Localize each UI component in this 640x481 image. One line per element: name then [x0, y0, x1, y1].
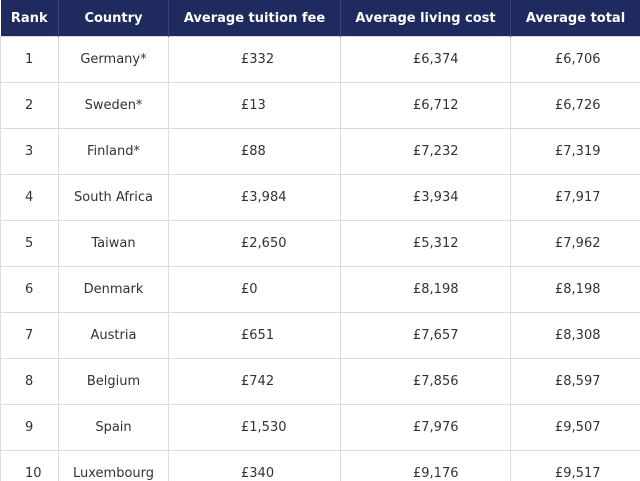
table-cell: 9	[0, 404, 59, 451]
table-cell: £8,198	[510, 266, 640, 313]
table-cell: £7,976	[340, 404, 511, 451]
header-row: Rank Country Average tuition fee Average li…	[0, 0, 640, 37]
table-cell: £6,726	[510, 82, 640, 129]
table-row: 7 Austria £651 £7,657 £8,308	[0, 312, 640, 359]
table-row: 5 Taiwan £2,650 £5,312 £7,962	[0, 220, 640, 267]
table-cell: 5	[0, 220, 59, 267]
table-cell: £340	[168, 450, 341, 481]
table-row: 1 Germany* £332 £6,374 £6,706	[0, 36, 640, 83]
table-cell: £742	[168, 358, 341, 405]
table-cell: £9,507	[510, 404, 640, 451]
table-cell: £7,232	[340, 128, 511, 175]
table-cell: £9,517	[510, 450, 640, 481]
table-cell: 7	[0, 312, 59, 359]
table-cell: 4	[0, 174, 59, 221]
table-cell: 6	[0, 266, 59, 313]
table-cell: £8,198	[340, 266, 511, 313]
table-cell: £6,706	[510, 36, 640, 83]
table-cell: £8,597	[510, 358, 640, 405]
table-cell: £7,917	[510, 174, 640, 221]
table-cell: £5,312	[340, 220, 511, 267]
table-cell: Belgium	[58, 358, 169, 405]
table-cell: 1	[0, 36, 59, 83]
table-cell: £0	[168, 266, 341, 313]
table-cell: Taiwan	[58, 220, 169, 267]
table-cell: South Africa	[58, 174, 169, 221]
table-row: 4 South Africa £3,984 £3,934 £7,917	[0, 174, 640, 221]
table-cell: £1,530	[168, 404, 341, 451]
table-row: 3 Finland* £88 £7,232 £7,319	[0, 128, 640, 175]
table-cell: 3	[0, 128, 59, 175]
table-cell: £6,712	[340, 82, 511, 129]
table-cell: Denmark	[58, 266, 169, 313]
table-row: 6 Denmark £0 £8,198 £8,198	[0, 266, 640, 313]
table-cell: £6,374	[340, 36, 511, 83]
table-row: 9 Spain £1,530 £7,976 £9,507	[0, 404, 640, 451]
table-cell: £2,650	[168, 220, 341, 267]
table-cell: Sweden*	[58, 82, 169, 129]
table-cell: Finland*	[58, 128, 169, 175]
table-cell: Spain	[58, 404, 169, 451]
table-cell: £88	[168, 128, 341, 175]
table-cell: £7,319	[510, 128, 640, 175]
table-row: 2 Sweden* £13 £6,712 £6,726	[0, 82, 640, 129]
table-body: 1 Germany* £332 £6,374 £6,706 2 Sweden* £13 £6,7…	[0, 36, 640, 481]
table-cell: Austria	[58, 312, 169, 359]
table-cell: £651	[168, 312, 341, 359]
table-cell: £9,176	[340, 450, 511, 481]
column-header: Country	[58, 0, 169, 37]
table-cell: £3,934	[340, 174, 511, 221]
table-cell: 8	[0, 358, 59, 405]
table-cell: £7,856	[340, 358, 511, 405]
column-header: Average living cost	[340, 0, 511, 37]
table-cell: £7,962	[510, 220, 640, 267]
table-cell: Germany*	[58, 36, 169, 83]
table-cell: £8,308	[510, 312, 640, 359]
table-cell: £3,984	[168, 174, 341, 221]
column-header: Average total	[510, 0, 640, 37]
table-cell: £7,657	[340, 312, 511, 359]
table-cell: 10	[0, 450, 59, 481]
column-header: Rank	[0, 0, 59, 37]
table-cell: £332	[168, 36, 341, 83]
column-header: Average tuition fee	[168, 0, 341, 37]
table-row: 8 Belgium £742 £7,856 £8,597	[0, 358, 640, 405]
table-cell: £13	[168, 82, 341, 129]
table-cell: Luxembourg	[58, 450, 169, 481]
table-cell: 2	[0, 82, 59, 129]
table-row: 10 Luxembourg £340 £9,176 £9,517	[0, 450, 640, 481]
